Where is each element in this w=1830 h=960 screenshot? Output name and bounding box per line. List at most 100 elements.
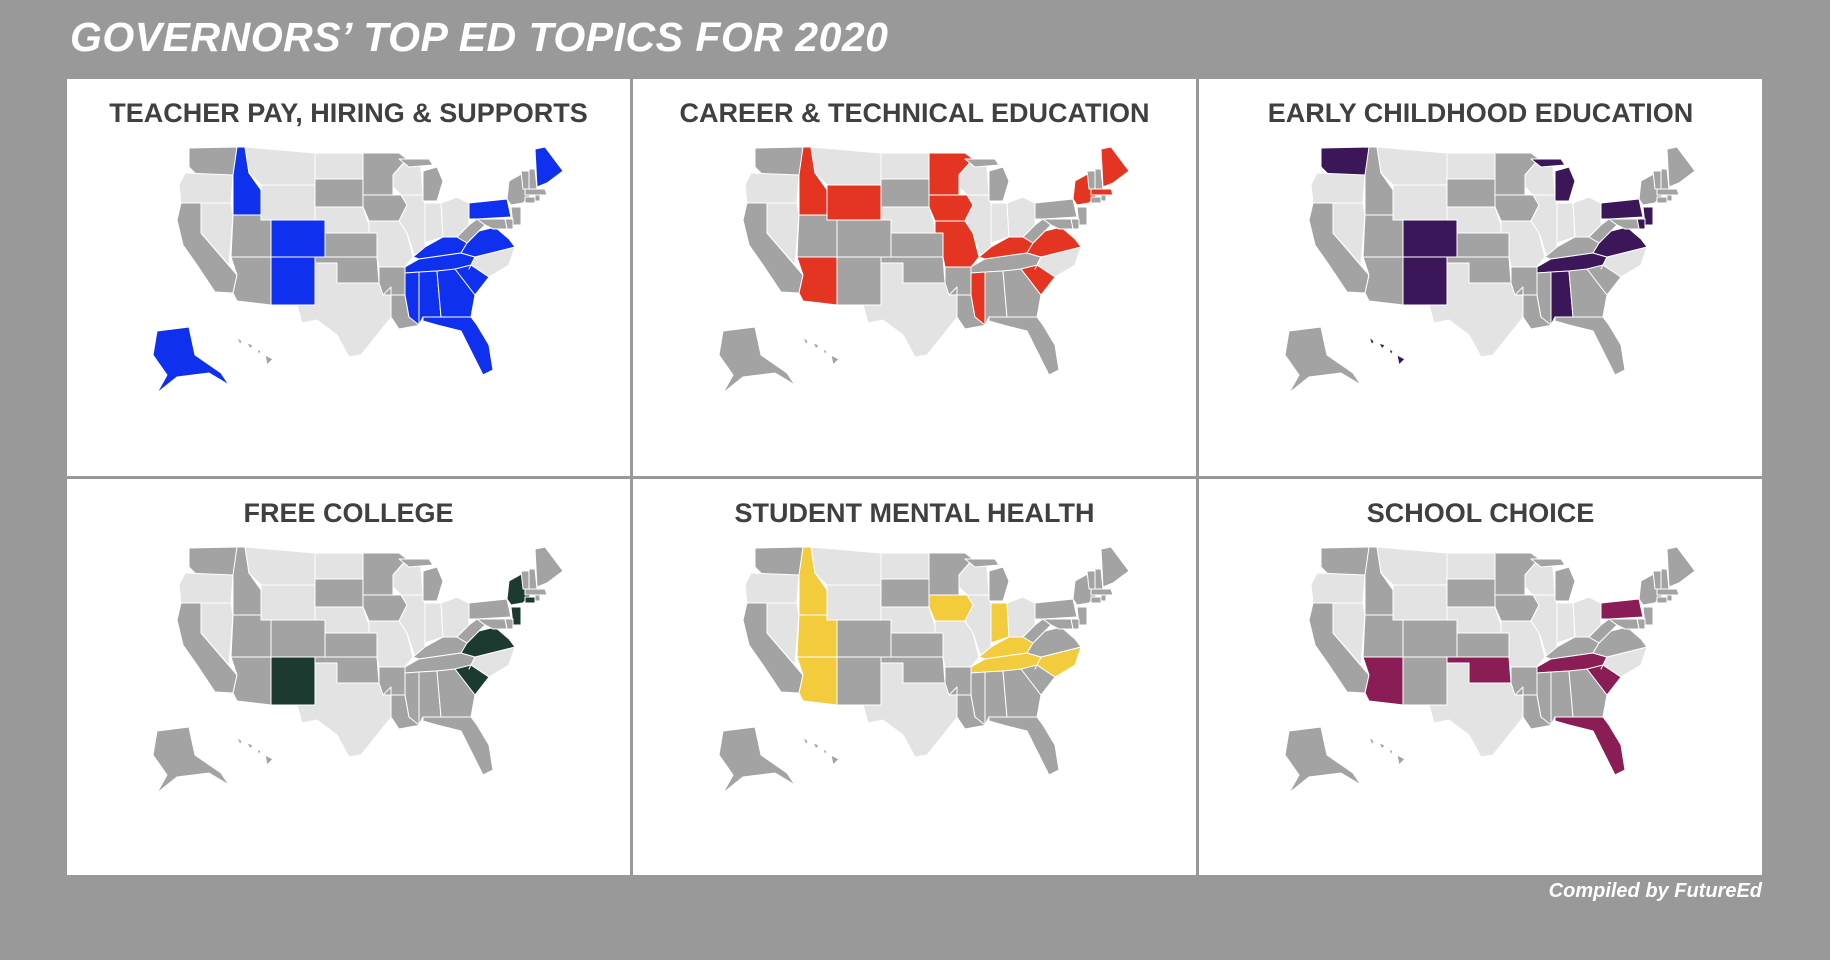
state-md	[1608, 618, 1640, 629]
state-fl	[988, 316, 1060, 376]
state-fl	[422, 716, 494, 775]
panel-early-childhood: EARLY CHILDHOOD EDUCATION	[1199, 79, 1762, 476]
state-ga	[1568, 268, 1608, 318]
state-mi	[1530, 158, 1576, 202]
state-hi	[236, 336, 274, 366]
panel-teacher-pay: TEACHER PAY, HIRING & SUPPORTS	[67, 79, 630, 476]
state-ks	[890, 232, 944, 258]
state-pa	[468, 598, 512, 619]
state-wy	[1392, 584, 1448, 620]
state-tx	[862, 262, 960, 358]
state-ga	[436, 268, 476, 318]
state-ks	[1456, 232, 1510, 258]
state-wy	[260, 184, 316, 221]
credit-text: Compiled by FutureEd	[1548, 880, 1762, 902]
main-title: GOVERNORS’ TOP ED TOPICS FOR 2020	[70, 14, 889, 60]
state-fl	[1554, 716, 1626, 775]
state-nv	[200, 202, 234, 266]
state-mt	[244, 546, 316, 585]
state-az	[1362, 256, 1404, 306]
state-sd	[1446, 578, 1496, 607]
panel-title: EARLY CHILDHOOD EDUCATION	[1267, 98, 1694, 128]
state-sd	[314, 578, 364, 607]
state-ut	[230, 214, 272, 258]
state-pa	[1034, 198, 1078, 220]
state-ut	[1362, 614, 1404, 657]
state-ct	[1090, 196, 1102, 204]
state-ga	[436, 668, 476, 717]
state-me	[534, 546, 564, 587]
state-sd	[880, 578, 930, 607]
state-ar	[378, 666, 408, 695]
state-pa	[1600, 598, 1644, 619]
state-co	[1402, 219, 1458, 258]
state-mi	[1530, 558, 1576, 601]
state-ri	[1666, 194, 1673, 202]
state-hi	[802, 736, 840, 765]
state-ar	[1510, 266, 1540, 296]
state-ms	[1536, 671, 1552, 725]
state-sd	[314, 178, 364, 208]
state-az	[796, 656, 838, 705]
state-wy	[260, 584, 316, 620]
panel-career-technical: CAREER & TECHNICAL EDUCATION	[633, 79, 1196, 476]
state-az	[230, 656, 272, 705]
panel-mental-health: STUDENT MENTAL HEALTH	[633, 478, 1196, 875]
state-ak	[152, 326, 230, 394]
state-in	[1556, 202, 1576, 244]
panel-school-choice: SCHOOL CHOICE	[1199, 478, 1762, 875]
state-ct	[1656, 596, 1668, 603]
state-mi	[964, 158, 1010, 202]
state-nh	[1660, 568, 1670, 589]
state-vt	[1652, 570, 1662, 589]
state-or	[744, 172, 800, 204]
state-ga	[1002, 268, 1042, 318]
state-me	[534, 146, 564, 188]
state-ak	[718, 726, 796, 793]
state-mi	[398, 158, 444, 202]
us-state-map	[1284, 546, 1696, 793]
state-hi	[1368, 336, 1406, 366]
state-ga	[1002, 668, 1042, 717]
state-wa	[754, 546, 804, 575]
state-mt	[244, 146, 316, 186]
state-ri	[534, 194, 541, 202]
state-nd	[1446, 152, 1496, 180]
us-state-map	[718, 146, 1130, 394]
state-pa	[468, 198, 512, 220]
state-nd	[314, 152, 364, 180]
state-md	[476, 218, 508, 230]
state-nv	[1332, 202, 1366, 266]
state-nh	[528, 168, 538, 190]
state-ct	[1090, 596, 1102, 603]
state-vt	[520, 570, 530, 589]
state-nd	[314, 552, 364, 579]
state-wy	[1392, 184, 1448, 221]
state-hi	[1368, 736, 1406, 765]
state-ut	[230, 614, 272, 657]
state-ms	[404, 671, 420, 725]
state-ak	[152, 726, 230, 793]
state-vt	[1086, 170, 1096, 190]
state-ut	[796, 214, 838, 258]
state-md	[1042, 618, 1074, 629]
state-nm	[1402, 656, 1448, 705]
state-fl	[1554, 316, 1626, 376]
state-ak	[718, 326, 796, 394]
state-co	[836, 219, 892, 258]
state-ut	[796, 614, 838, 657]
state-mt	[1376, 146, 1448, 186]
state-ks	[324, 232, 378, 258]
state-ga	[1568, 668, 1608, 717]
state-ct	[524, 196, 536, 204]
panel-title: SCHOOL CHOICE	[1366, 497, 1595, 528]
state-tx	[1428, 262, 1526, 358]
state-vt	[520, 170, 530, 190]
state-pa	[1600, 198, 1644, 220]
panel-title: TEACHER PAY, HIRING & SUPPORTS	[109, 98, 588, 128]
state-fl	[988, 716, 1060, 775]
state-ut	[1362, 214, 1404, 258]
state-co	[270, 619, 326, 657]
state-nv	[1332, 602, 1366, 665]
